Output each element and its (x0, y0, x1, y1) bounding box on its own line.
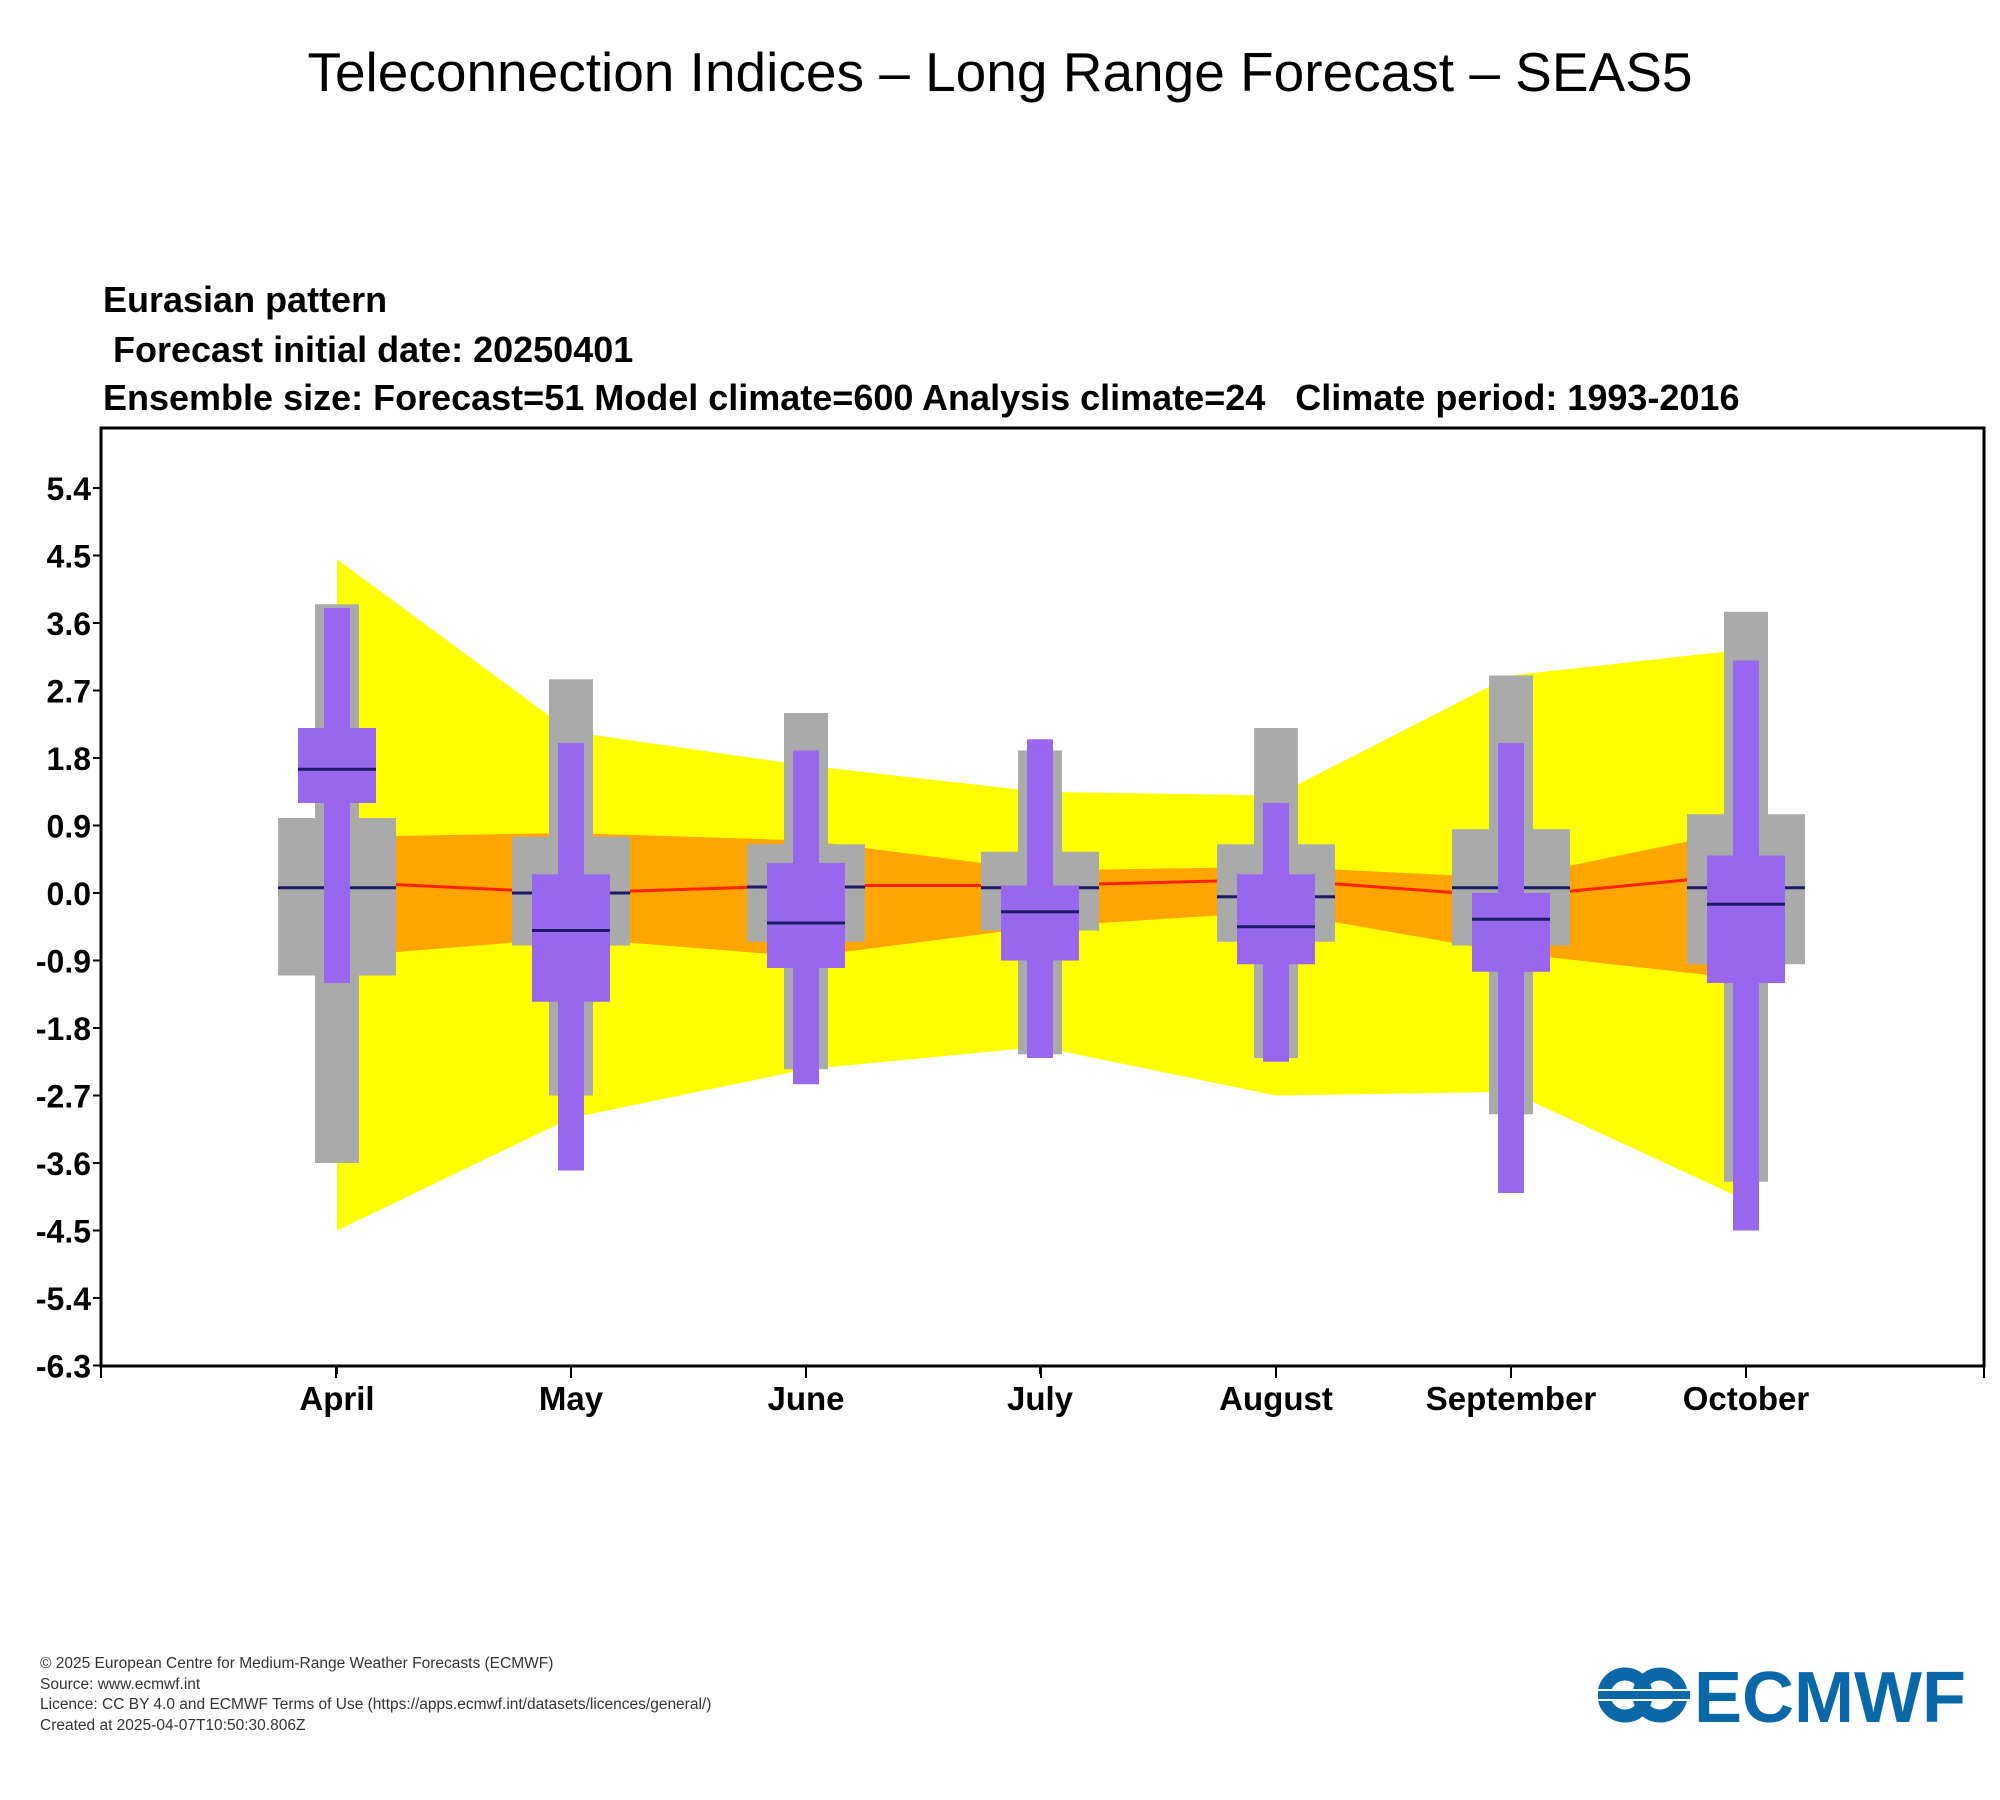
y-tick-label: -6.3 (36, 1349, 91, 1385)
y-axis: 5.4 4.5 3.6 2.7 1.8 0.9 0.0 -0.9 -1.8 -2.7 -3.6 -4.… (36, 471, 101, 1385)
x-axis: April May June July August September October (100, 1366, 1985, 1417)
forecast-box-august (1237, 874, 1315, 965)
ecmwf-logo-text: ECMWF (1694, 1660, 1966, 1730)
y-tick-label: -0.9 (36, 944, 91, 980)
footer-licence: Licence: CC BY 4.0 and ECMWF Terms of Us… (40, 1696, 712, 1713)
x-tick-label-september: September (1426, 1380, 1597, 1417)
forecast-box-july (1001, 885, 1079, 961)
y-tick-label: 0.0 (47, 876, 91, 912)
ecmwf-logo: ECMWF (1598, 1660, 1966, 1730)
x-tick-label-august: August (1219, 1380, 1333, 1417)
y-tick-label: 3.6 (47, 606, 91, 642)
y-tick-label: -3.6 (36, 1146, 91, 1182)
forecast-box-september (1472, 893, 1550, 972)
chart-title-line-3: Ensemble size: Forecast=51 Model climate… (103, 377, 1739, 418)
page-title: Teleconnection Indices – Long Range Fore… (307, 41, 1693, 103)
box-group-june (747, 713, 865, 1085)
footer: © 2025 European Centre for Medium-Range … (40, 1654, 711, 1736)
logo-bar (1598, 1691, 1690, 1699)
box-group-july (981, 739, 1099, 1058)
chart-titles: Eurasian pattern Forecast initial date: … (103, 279, 1739, 418)
forecast-box-october (1707, 855, 1785, 983)
y-tick-label: 1.8 (47, 741, 91, 777)
box-group-may (512, 679, 630, 1171)
y-tick-label: -5.4 (36, 1281, 91, 1317)
x-tick-label-april: April (299, 1380, 374, 1417)
y-tick-label: 5.4 (47, 471, 92, 507)
x-tick-label-may: May (539, 1380, 604, 1417)
y-tick-label: 2.7 (47, 674, 91, 710)
box-group-april (278, 604, 396, 1163)
y-tick-label: -2.7 (36, 1079, 91, 1115)
forecast-box-april (298, 728, 376, 803)
y-tick-label: -4.5 (36, 1214, 91, 1250)
box-group-august (1217, 728, 1335, 1062)
x-tick-label-june: June (767, 1380, 844, 1417)
x-tick-label-october: October (1683, 1380, 1810, 1417)
y-tick-label: -1.8 (36, 1011, 91, 1047)
box-group-september (1452, 675, 1570, 1193)
forecast-box-may (532, 874, 610, 1002)
y-tick-label: 0.9 (47, 809, 91, 845)
plot-frame (99, 426, 1986, 1368)
ecmwf-logo-mark (1598, 1667, 1690, 1723)
forecast-box-june (767, 863, 845, 968)
box-plots (278, 604, 1805, 1231)
footer-source: Source: www.ecmwf.int (40, 1675, 201, 1693)
y-tick-label: 4.5 (47, 539, 91, 575)
chart-title-line-1: Eurasian pattern (103, 279, 387, 320)
x-tick-label-july: July (1007, 1380, 1074, 1417)
chart-title-line-2: Forecast initial date: 20250401 (103, 329, 633, 370)
box-group-october (1687, 611, 1805, 1231)
footer-created: Created at 2025-04-07T10:50:30.806Z (40, 1716, 306, 1734)
footer-copyright: © 2025 European Centre for Medium-Range … (40, 1655, 554, 1672)
